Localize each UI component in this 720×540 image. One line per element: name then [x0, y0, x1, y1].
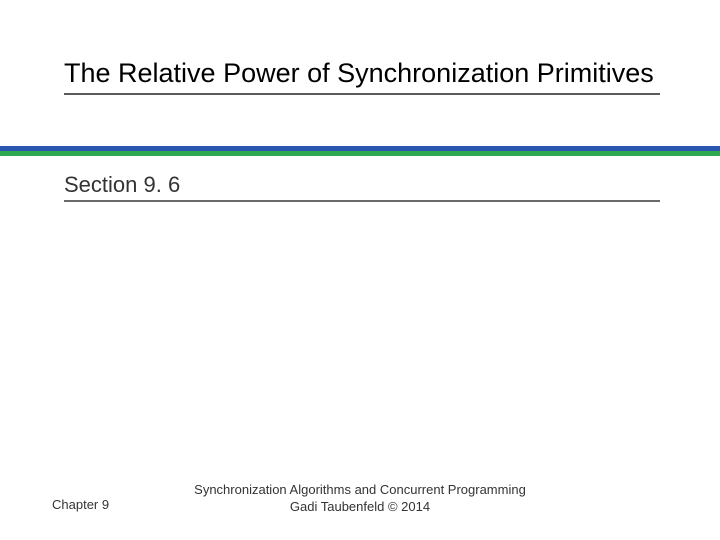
title-underline	[64, 93, 660, 95]
title-block: The Relative Power of Synchronization Pr…	[64, 56, 660, 95]
divider-stripe-green	[0, 151, 720, 156]
footer-chapter: Chapter 9	[52, 497, 109, 512]
slide-title: The Relative Power of Synchronization Pr…	[64, 56, 660, 91]
footer: Chapter 9 Synchronization Algorithms and…	[0, 482, 720, 516]
section-label: Section 9. 6	[64, 172, 660, 198]
section-block: Section 9. 6	[64, 172, 660, 202]
section-underline	[64, 200, 660, 202]
